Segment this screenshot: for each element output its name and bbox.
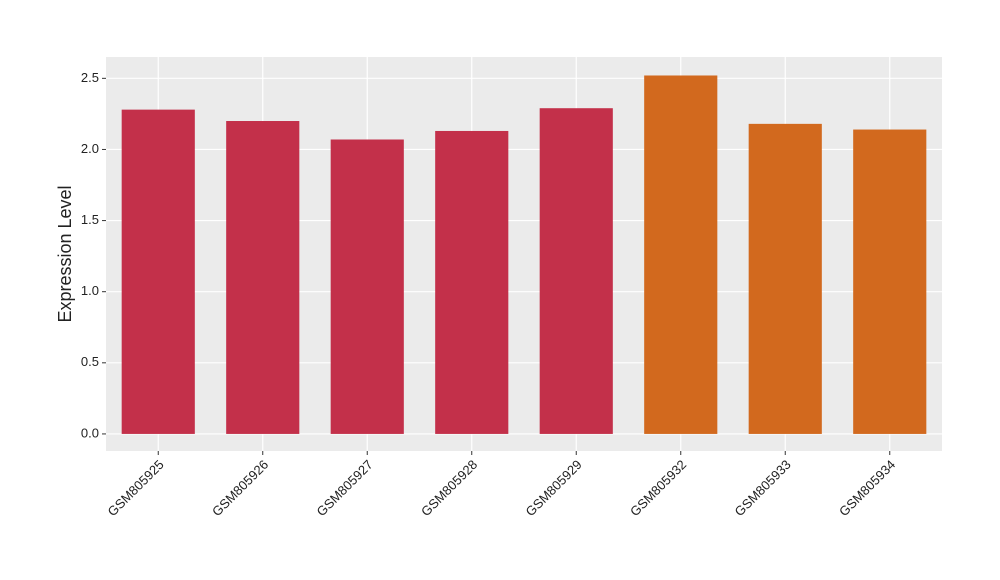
bar <box>435 130 509 434</box>
x-tick-label: GSM805927 <box>314 457 376 519</box>
y-tick-label: 2.0 <box>81 141 99 156</box>
y-tick-label: 0.5 <box>81 354 99 369</box>
bar <box>853 129 927 434</box>
y-tick-label: 1.0 <box>81 283 99 298</box>
x-tick-label: GSM805925 <box>105 457 167 519</box>
bar <box>539 108 613 434</box>
y-tick-label: 2.5 <box>81 70 99 85</box>
y-axis-label: Expression Level <box>55 185 75 322</box>
bar <box>121 109 195 434</box>
x-tick-label: GSM805932 <box>627 457 689 519</box>
bar <box>226 121 300 434</box>
x-tick-label: GSM805929 <box>523 457 585 519</box>
x-tick-label: GSM805928 <box>418 457 480 519</box>
x-tick-label: GSM805926 <box>209 457 271 519</box>
y-tick-label: 0.0 <box>81 425 99 440</box>
y-tick-label: 1.5 <box>81 212 99 227</box>
x-tick-label: GSM805933 <box>732 457 794 519</box>
bar <box>644 75 718 434</box>
bar <box>748 123 822 434</box>
bar <box>330 139 404 434</box>
x-tick-label: GSM805934 <box>836 457 898 519</box>
